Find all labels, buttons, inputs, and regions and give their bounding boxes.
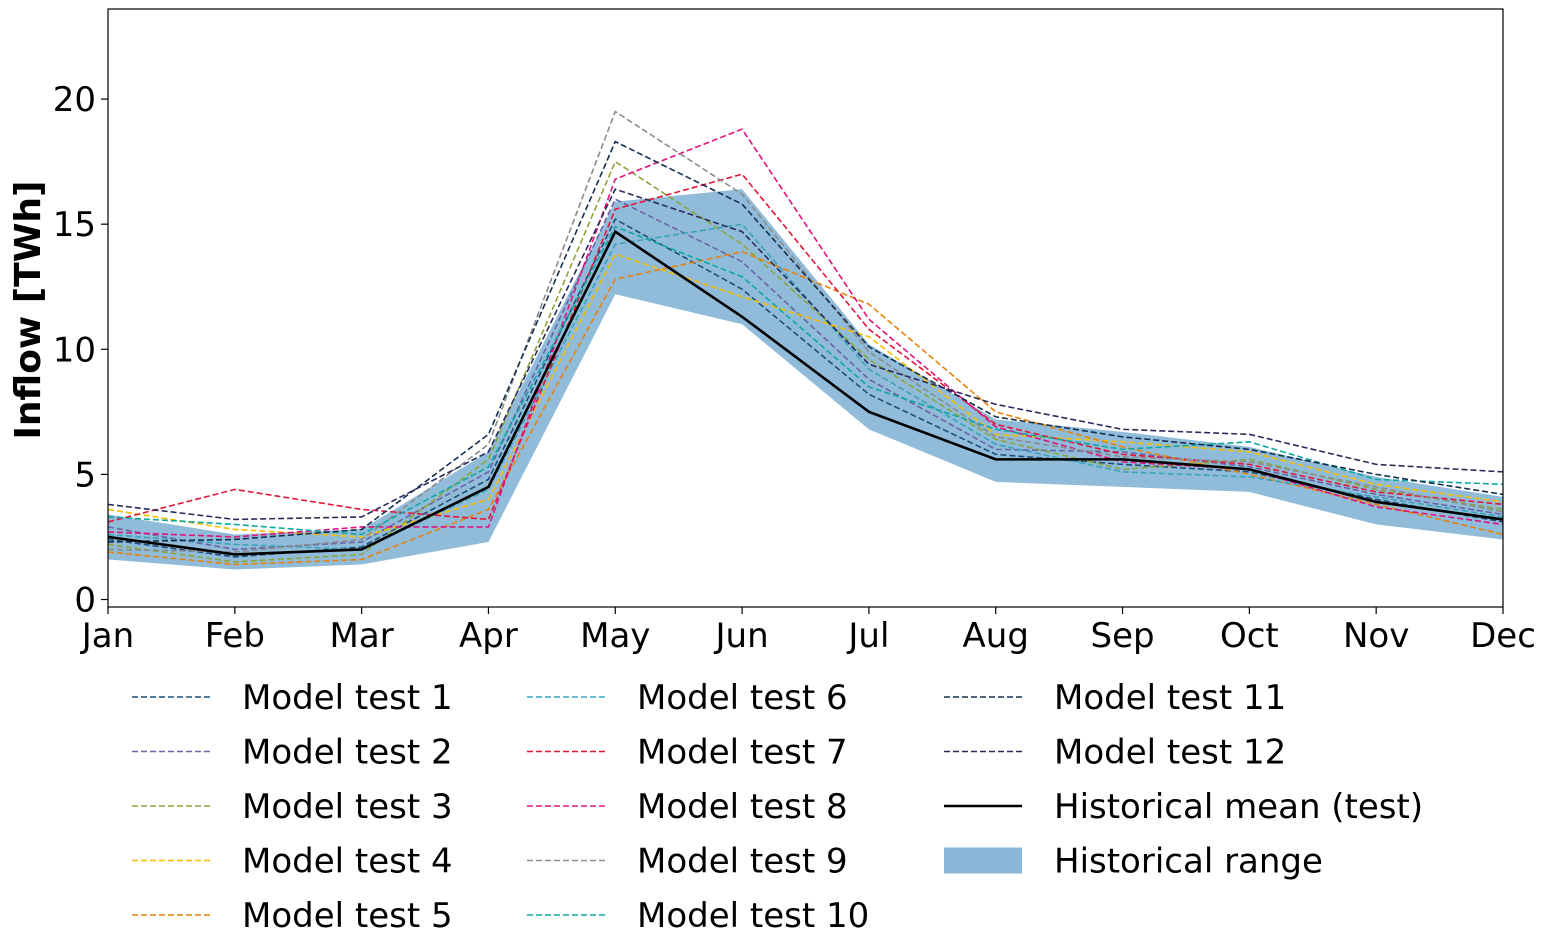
series-line-model-test-12: [108, 188, 1503, 521]
x-tick-label: Nov: [1343, 616, 1409, 656]
series-line-model-test-5: [108, 250, 1503, 566]
x-tick-label: Apr: [459, 616, 518, 656]
legend-label-model-test-3: Model test 3: [242, 787, 453, 827]
legend-label-model-test-5: Model test 5: [242, 896, 453, 932]
legend-label-model-test-11: Model test 11: [1054, 678, 1286, 718]
x-tick-label: Jun: [714, 616, 769, 656]
legend-label-historical-range: Historical range: [1054, 842, 1323, 882]
x-tick-label: Dec: [1470, 616, 1536, 656]
x-tick-label: Aug: [963, 616, 1029, 656]
series-line-model-test-9: [108, 110, 1503, 553]
y-axis-label: Inflow [TWh]: [8, 180, 49, 439]
legend-label-historical-mean-test: Historical mean (test): [1054, 787, 1423, 827]
x-tick-label: Jul: [846, 616, 889, 656]
legend-label-model-test-8: Model test 8: [637, 787, 848, 827]
x-tick-label: May: [580, 616, 650, 656]
y-tick-label: 5: [74, 455, 96, 495]
x-tick-label: Mar: [330, 616, 394, 656]
legend-label-model-test-10: Model test 10: [637, 896, 869, 932]
series-line-model-test-1: [108, 218, 1503, 558]
series-line-model-test-4: [108, 253, 1503, 538]
legend-label-model-test-2: Model test 2: [242, 733, 453, 773]
y-tick-label: 15: [53, 205, 96, 245]
y-tick-label: 10: [53, 330, 96, 370]
legend-swatch-historical-range: [944, 847, 1022, 874]
historical-mean-line: [108, 229, 1503, 556]
legend-label-model-test-9: Model test 9: [637, 842, 848, 882]
legend-label-model-test-1: Model test 1: [242, 678, 453, 718]
plot-frame: [107, 8, 1504, 608]
series-line-model-test-7: [108, 173, 1503, 523]
x-tick-label: Oct: [1220, 616, 1279, 656]
legend-label-model-test-6: Model test 6: [637, 678, 848, 718]
legend-label-model-test-7: Model test 7: [637, 733, 848, 773]
y-tick-label: 20: [53, 80, 96, 120]
series-line-model-test-2: [108, 198, 1503, 551]
legend-label-model-test-12: Model test 12: [1054, 733, 1286, 773]
series-line-model-test-6: [108, 223, 1503, 551]
x-tick-label: Jan: [80, 616, 134, 656]
x-tick-label: Feb: [205, 616, 265, 656]
x-tick-label: Sep: [1090, 616, 1154, 656]
historical-range-band: [108, 189, 1503, 570]
legend-label-model-test-4: Model test 4: [242, 842, 453, 882]
series-line-model-test-11: [108, 140, 1503, 543]
series-line-model-test-3: [108, 160, 1503, 563]
y-tick-label: 0: [74, 580, 96, 620]
